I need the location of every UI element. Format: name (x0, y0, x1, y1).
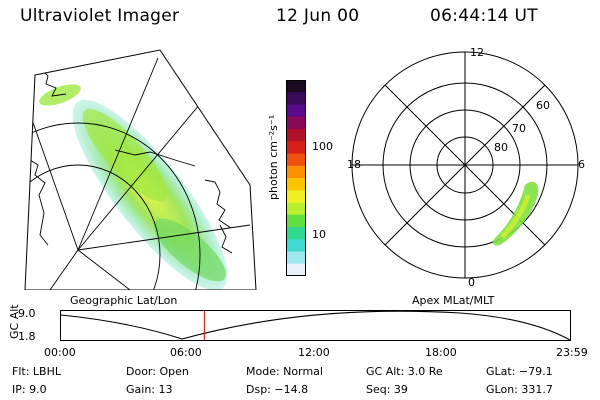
colorbar-tick-10: 10 (312, 228, 326, 241)
xtick-1200: 12:00 (298, 346, 330, 359)
colorbar-band (286, 129, 306, 142)
ip-info: IP: 9.0 (12, 383, 47, 396)
colorbar-band (286, 214, 306, 228)
xtick-2359: 23:59 (556, 346, 588, 359)
colorbar-band (286, 190, 306, 203)
date-label: 12 Jun 00 (276, 6, 360, 26)
apex-caption: Apex MLat/MLT (412, 294, 495, 307)
geographic-caption: Geographic Lat/Lon (70, 294, 178, 307)
colorbar (286, 80, 306, 276)
door-info: Door: Open (126, 365, 189, 378)
polar-mlat-mlt-plot (351, 51, 579, 279)
colorbar-band (286, 141, 306, 154)
altitude-curve (60, 310, 571, 341)
gain-info: Gain: 13 (126, 383, 173, 396)
colorbar-band (286, 202, 306, 216)
time-label: 06:44:14 UT (430, 6, 538, 26)
mlat-label-80: 80 (494, 141, 508, 154)
seq-info: Seq: 39 (366, 383, 408, 396)
colorbar-band (286, 239, 306, 252)
colorbar-band (286, 263, 306, 276)
gc-alt-info: GC Alt: 3.0 Re (366, 365, 443, 378)
colorbar-band (286, 104, 306, 118)
mlt-label-18: 18 (347, 158, 361, 171)
filter-info: Flt: LBHL (12, 365, 61, 378)
coastlines (29, 69, 233, 254)
xtick-0600: 06:00 (170, 346, 202, 359)
instrument-title: Ultraviolet Imager (20, 6, 180, 26)
colorbar-band (286, 165, 306, 179)
colorbar-unit-label: photon cm⁻²s⁻¹ (267, 114, 280, 200)
altitude-plot (60, 310, 571, 341)
map-boundary (24, 49, 257, 290)
mlt-label-0: 0 (468, 276, 475, 289)
mlt-label-12: 12 (470, 46, 484, 59)
mlat-label-60: 60 (536, 99, 550, 112)
colorbar-band (286, 227, 306, 240)
xtick-1800: 18:00 (425, 346, 457, 359)
colorbar-band (286, 92, 306, 105)
mlt-label-6: 6 (578, 158, 585, 171)
altitude-ytick-1-8: 1.8 (18, 330, 36, 343)
dsp-info: Dsp: −14.8 (246, 383, 309, 396)
glon-info: GLon: 331.7 (486, 383, 553, 396)
colorbar-band (286, 80, 306, 93)
lat-lon-grid (25, 57, 251, 290)
altitude-ytick-9: 9.0 (18, 307, 36, 320)
colorbar-band (286, 116, 306, 130)
mlat-label-70: 70 (512, 122, 526, 135)
mode-info: Mode: Normal (246, 365, 323, 378)
colorbar-band (286, 178, 306, 191)
colorbar-tick-100: 100 (312, 140, 333, 153)
xtick-0000: 00:00 (44, 346, 76, 359)
colorbar-band (286, 251, 306, 265)
colorbar-band (286, 153, 306, 167)
glat-info: GLat: −79.1 (486, 365, 553, 378)
geographic-map-panel (24, 49, 257, 290)
